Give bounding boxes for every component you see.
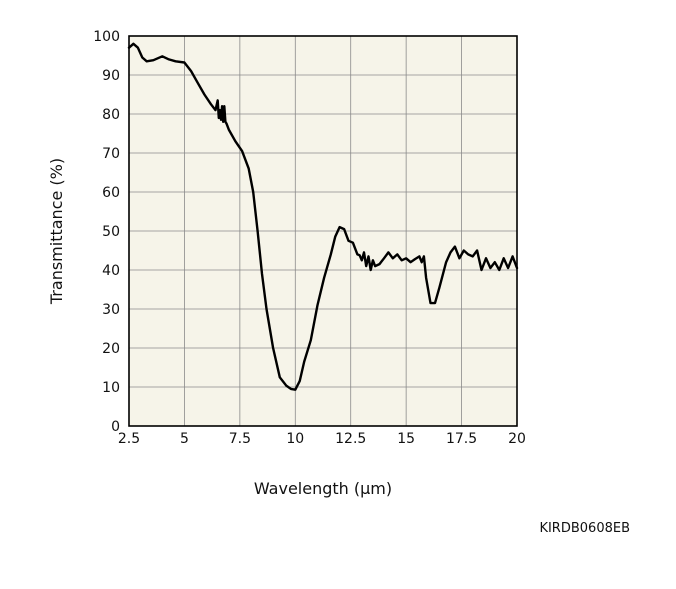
transmittance-series-line (127, 42, 519, 391)
y-tick-labels: 0 10 20 30 40 50 60 70 80 90 100 (93, 29, 120, 435)
plot-frame (128, 35, 518, 427)
y-tick-label: 30 (102, 302, 120, 318)
y-tick-label: 80 (102, 107, 120, 123)
y-tick-label: 70 (102, 146, 120, 162)
x-tick-label: 2.5 (118, 431, 140, 447)
x-tick-label: 15 (397, 431, 415, 447)
x-tick-label: 17.5 (446, 431, 477, 447)
x-tick-label: 10 (286, 431, 304, 447)
y-tick-label: 40 (102, 263, 120, 279)
x-axis-title: Wavelength (μm) (254, 479, 392, 498)
x-tick-labels: 2.5 5 7.5 10 12.5 15 17.5 20 (118, 431, 526, 447)
y-tick-label: 100 (93, 29, 120, 45)
y-tick-label: 20 (102, 341, 120, 357)
y-tick-label: 10 (102, 380, 120, 396)
x-tick-label: 5 (180, 431, 189, 447)
y-axis-title: Transmittance (%) (47, 158, 66, 305)
x-tick-label: 12.5 (335, 431, 366, 447)
gridlines (129, 36, 517, 426)
series-group (127, 42, 519, 391)
x-tick-label: 7.5 (229, 431, 251, 447)
x-tick-label: 20 (508, 431, 526, 447)
y-tick-label: 0 (111, 419, 120, 435)
y-tick-label: 90 (102, 68, 120, 84)
y-tick-label: 50 (102, 224, 120, 240)
y-tick-label: 60 (102, 185, 120, 201)
figure-code-label: KIRDB0608EB (539, 521, 630, 536)
